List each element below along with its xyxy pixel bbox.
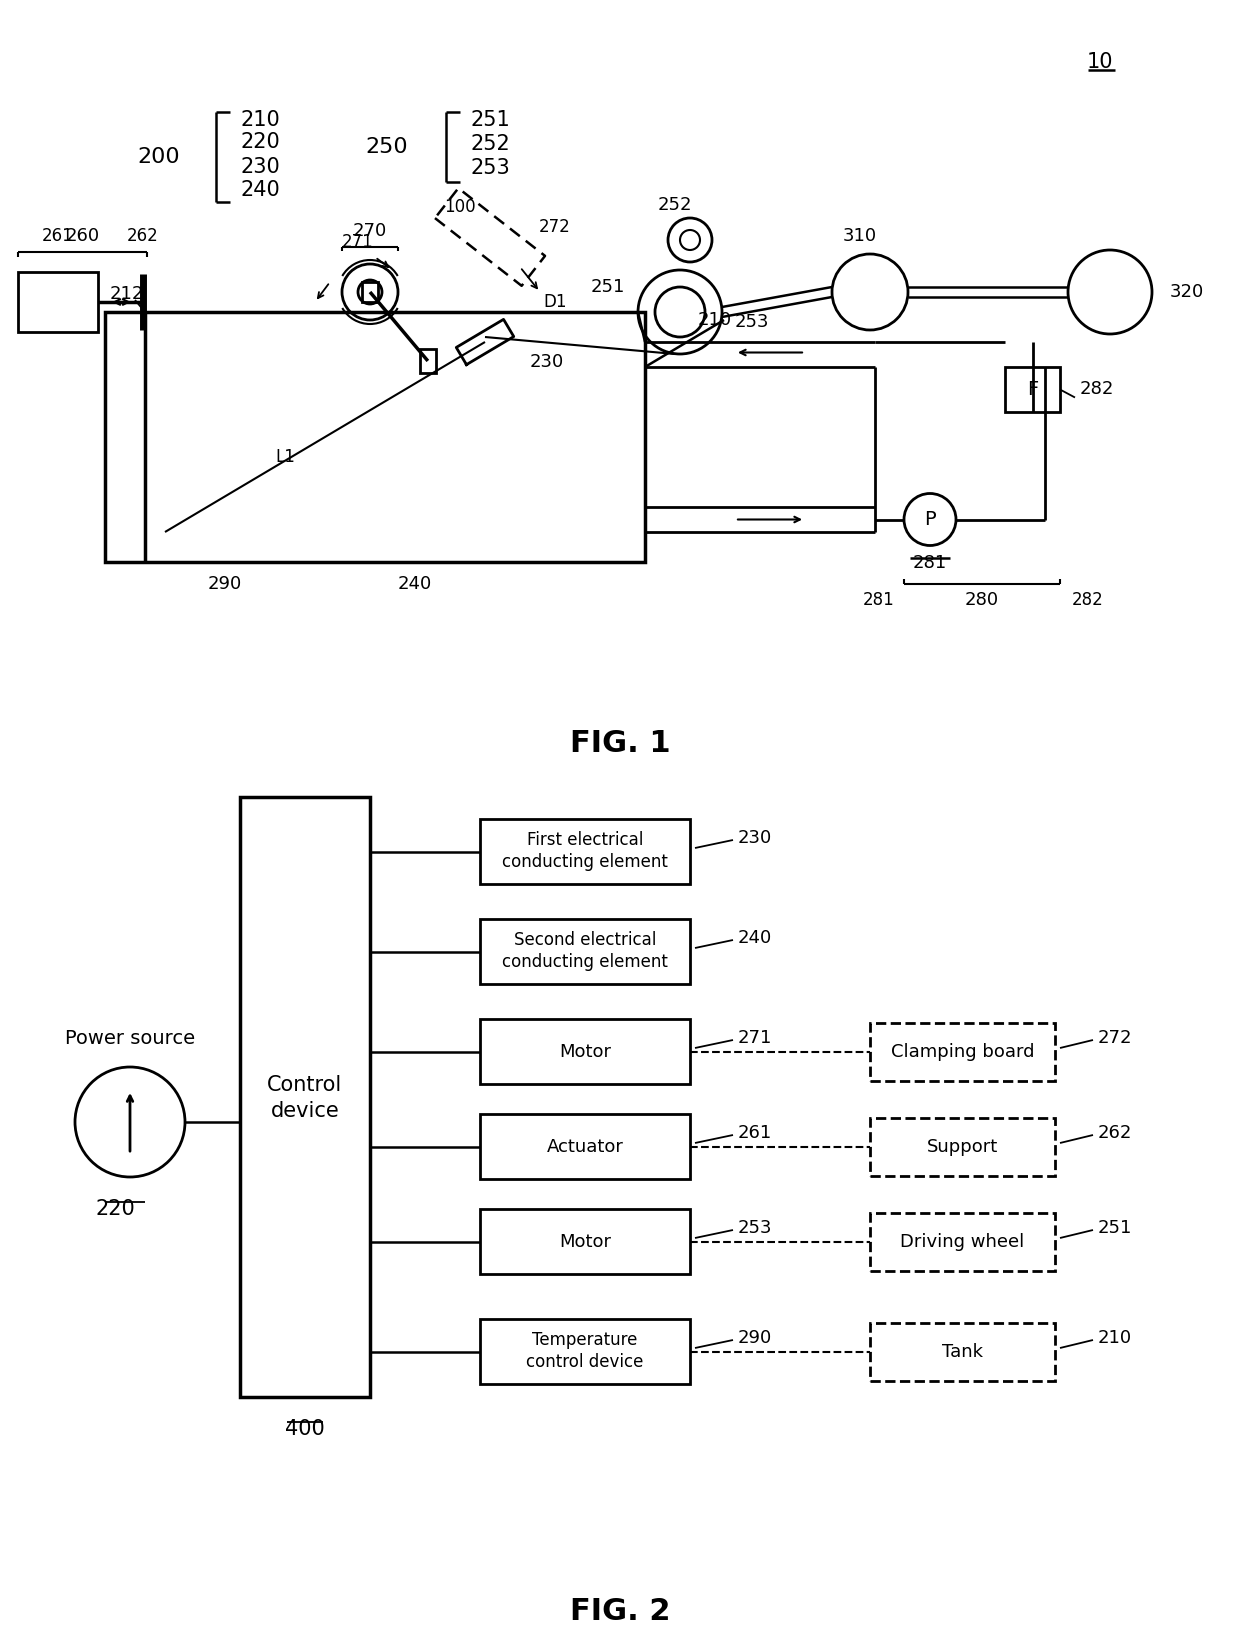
- Text: 240: 240: [738, 928, 773, 947]
- Bar: [241, 796, 370, 1398]
- Text: control device: control device: [526, 1353, 644, 1371]
- Text: 251: 251: [590, 278, 625, 296]
- Text: 270: 270: [353, 221, 387, 240]
- Text: 272: 272: [539, 218, 570, 236]
- Text: 262: 262: [1097, 1123, 1132, 1142]
- Text: 253: 253: [470, 159, 510, 178]
- Text: 282: 282: [1071, 591, 1104, 610]
- Text: 212: 212: [110, 286, 144, 302]
- Bar: [870, 1323, 1055, 1381]
- Text: 290: 290: [208, 575, 242, 593]
- Text: 250: 250: [366, 137, 408, 157]
- Text: Motor: Motor: [559, 1042, 611, 1061]
- Text: 230: 230: [529, 354, 564, 372]
- Text: Actuator: Actuator: [547, 1138, 624, 1156]
- Bar: [480, 1113, 689, 1180]
- Text: 251: 251: [470, 111, 510, 131]
- Text: device: device: [270, 1100, 340, 1122]
- Text: 262: 262: [128, 226, 159, 244]
- Text: 261: 261: [738, 1123, 773, 1142]
- Text: 100: 100: [444, 198, 476, 216]
- Text: conducting element: conducting element: [502, 953, 668, 971]
- Text: Clamping board: Clamping board: [890, 1042, 1034, 1061]
- Text: 230: 230: [738, 829, 773, 847]
- Bar: [480, 1209, 689, 1274]
- Text: 260: 260: [66, 226, 99, 244]
- Text: 400: 400: [285, 1419, 325, 1439]
- Text: 210: 210: [698, 311, 732, 329]
- Text: 253: 253: [735, 312, 770, 330]
- Text: conducting element: conducting element: [502, 852, 668, 871]
- Text: 253: 253: [738, 1219, 773, 1237]
- Text: 210: 210: [241, 111, 280, 131]
- Text: L1: L1: [275, 448, 295, 466]
- Text: 272: 272: [1097, 1029, 1132, 1047]
- Text: Support: Support: [926, 1138, 998, 1156]
- Text: D1: D1: [543, 292, 567, 311]
- Text: 280: 280: [965, 591, 999, 610]
- Bar: [480, 1019, 689, 1084]
- Text: 210: 210: [1097, 1328, 1132, 1346]
- Text: FIG. 1: FIG. 1: [569, 730, 671, 758]
- Text: 252: 252: [470, 134, 510, 154]
- Bar: [480, 819, 689, 884]
- Text: 220: 220: [95, 1199, 135, 1219]
- Bar: [870, 1023, 1055, 1080]
- Text: Motor: Motor: [559, 1232, 611, 1251]
- Text: 200: 200: [138, 147, 180, 167]
- Text: First electrical: First electrical: [527, 831, 644, 849]
- Bar: [420, 349, 435, 373]
- Text: 230: 230: [241, 157, 280, 177]
- Text: 271: 271: [738, 1029, 773, 1047]
- Bar: [870, 1213, 1055, 1270]
- Text: 251: 251: [1097, 1219, 1132, 1237]
- Bar: [1004, 367, 1060, 411]
- Text: P: P: [924, 510, 936, 529]
- Text: 320: 320: [1171, 282, 1204, 301]
- Text: 220: 220: [241, 132, 280, 152]
- Text: 281: 281: [863, 591, 895, 610]
- Bar: [105, 312, 645, 562]
- Text: Power source: Power source: [64, 1029, 195, 1049]
- Text: FIG. 2: FIG. 2: [569, 1597, 671, 1627]
- Text: Tank: Tank: [942, 1343, 983, 1361]
- Text: Control: Control: [268, 1075, 342, 1095]
- Text: 290: 290: [738, 1328, 773, 1346]
- Text: Second electrical: Second electrical: [513, 932, 656, 948]
- Bar: [480, 1318, 689, 1384]
- Text: Driving wheel: Driving wheel: [900, 1232, 1024, 1251]
- Text: 10: 10: [1086, 51, 1114, 73]
- Bar: [480, 919, 689, 985]
- Text: 271: 271: [342, 233, 374, 251]
- Text: 282: 282: [1080, 380, 1115, 398]
- Bar: [19, 273, 98, 332]
- Text: 310: 310: [843, 226, 877, 244]
- Text: 240: 240: [398, 575, 432, 593]
- Text: Temperature: Temperature: [532, 1332, 637, 1350]
- Text: 261: 261: [42, 226, 74, 244]
- Text: F: F: [1027, 380, 1038, 400]
- Bar: [870, 1118, 1055, 1176]
- Text: 281: 281: [913, 555, 947, 573]
- Bar: [362, 282, 378, 302]
- Text: 240: 240: [241, 180, 280, 200]
- Text: 252: 252: [657, 197, 692, 215]
